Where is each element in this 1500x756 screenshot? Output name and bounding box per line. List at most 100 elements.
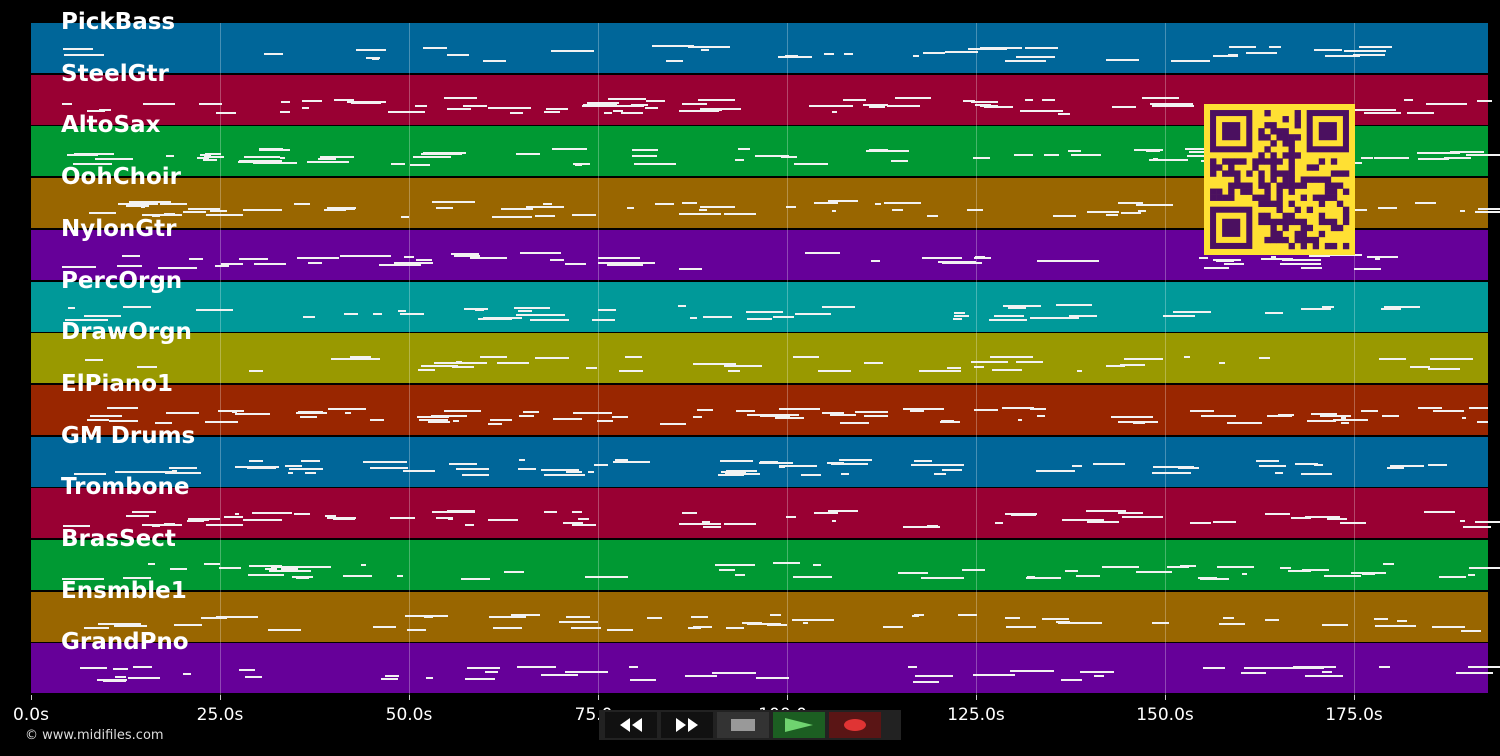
- note: [1136, 149, 1163, 151]
- note: [128, 677, 160, 679]
- note: [370, 419, 384, 421]
- note: [1361, 410, 1378, 412]
- note: [721, 471, 746, 473]
- note: [344, 313, 358, 315]
- note: [1295, 463, 1318, 465]
- note: [205, 421, 238, 423]
- note: [613, 461, 650, 463]
- note: [197, 157, 209, 159]
- note: [115, 676, 126, 678]
- note: [954, 312, 965, 314]
- note: [619, 370, 643, 372]
- note: [627, 207, 634, 209]
- note: [992, 369, 1022, 371]
- note: [333, 518, 355, 520]
- note: [1280, 567, 1291, 569]
- note: [759, 462, 775, 464]
- note: [980, 105, 998, 107]
- note: [793, 576, 832, 578]
- note: [1349, 162, 1362, 164]
- note: [1359, 46, 1392, 48]
- note: [87, 419, 109, 421]
- note: [887, 105, 920, 107]
- note: [98, 623, 141, 625]
- note: [652, 45, 694, 47]
- note: [1269, 46, 1281, 48]
- tick-label: 25.0s: [196, 705, 244, 725]
- note: [113, 668, 128, 670]
- note: [206, 214, 243, 216]
- note: [822, 306, 855, 308]
- note: [1163, 315, 1195, 317]
- note: [249, 565, 282, 567]
- note: [778, 56, 812, 58]
- note: [530, 319, 569, 321]
- note: [201, 617, 227, 619]
- note: [1106, 365, 1125, 367]
- fast-forward-button[interactable]: [661, 712, 713, 738]
- note: [347, 101, 386, 103]
- play-button[interactable]: [773, 712, 825, 738]
- note: [85, 359, 103, 361]
- note: [410, 164, 430, 166]
- track-label: BrasSect: [61, 526, 176, 552]
- note: [1418, 407, 1442, 409]
- note: [141, 206, 145, 208]
- note: [679, 268, 702, 270]
- note: [488, 423, 502, 425]
- note: [199, 103, 222, 105]
- note: [742, 622, 762, 624]
- note: [1138, 210, 1146, 212]
- note: [200, 154, 211, 156]
- note: [493, 627, 522, 629]
- note: [1302, 569, 1329, 571]
- note: [426, 677, 433, 679]
- note: [871, 260, 880, 262]
- note: [1244, 667, 1283, 669]
- note: [1314, 464, 1323, 466]
- note: [1068, 150, 1081, 152]
- note: [1103, 566, 1139, 568]
- note: [875, 203, 881, 205]
- note: [62, 266, 96, 268]
- note: [516, 314, 541, 316]
- note: [448, 518, 453, 520]
- rewind-button[interactable]: [605, 712, 657, 738]
- note: [1018, 419, 1022, 421]
- note: [1020, 110, 1063, 112]
- note: [544, 511, 557, 513]
- note: [822, 412, 844, 414]
- note: [449, 463, 477, 465]
- note: [1293, 666, 1336, 668]
- record-button[interactable]: [829, 712, 881, 738]
- note: [1005, 617, 1020, 619]
- note: [148, 563, 155, 565]
- note: [381, 678, 398, 680]
- note: [755, 155, 789, 157]
- tick-label: 0.0s: [13, 705, 49, 725]
- tick-mark: [409, 695, 410, 700]
- note: [927, 215, 938, 217]
- note: [630, 679, 656, 681]
- note: [1219, 362, 1225, 364]
- note: [405, 615, 448, 617]
- note: [356, 49, 386, 51]
- track-label: PickBass: [61, 9, 176, 35]
- note: [597, 420, 613, 422]
- note: [1383, 563, 1394, 565]
- note: [523, 411, 539, 413]
- stop-button[interactable]: [717, 712, 769, 738]
- note: [944, 469, 962, 471]
- note: [122, 255, 140, 257]
- note: [516, 153, 540, 155]
- note: [1201, 160, 1206, 162]
- note: [109, 420, 138, 422]
- note: [466, 308, 488, 310]
- track-lane: PickBass: [31, 9, 1488, 73]
- note: [467, 667, 500, 669]
- note: [841, 473, 849, 475]
- note: [413, 156, 451, 158]
- note: [923, 52, 945, 54]
- track-label: DrawOrgn: [61, 319, 192, 345]
- note: [1320, 415, 1351, 417]
